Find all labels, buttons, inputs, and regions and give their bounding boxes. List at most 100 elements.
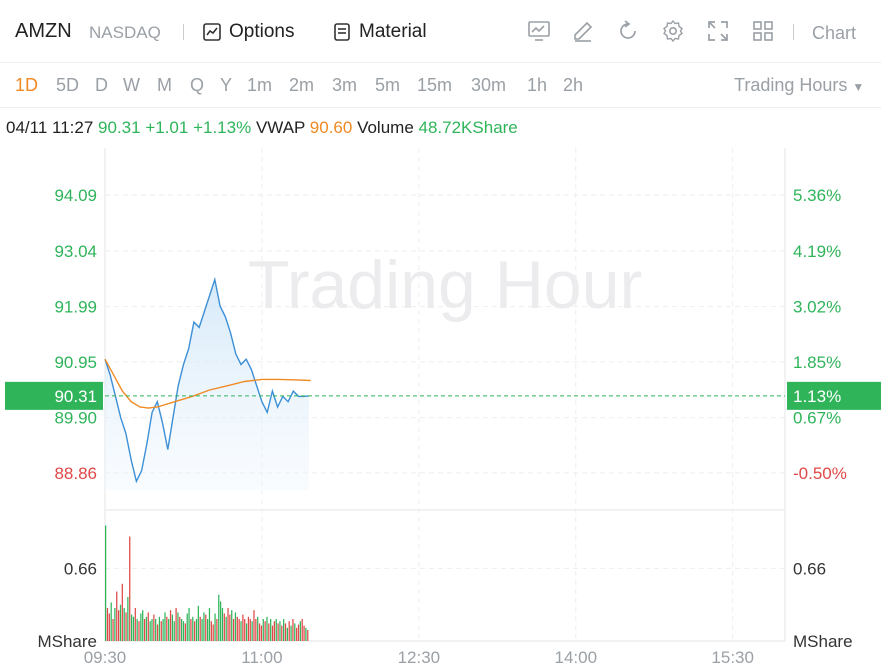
volume-bar (294, 623, 296, 641)
volume-bar (121, 583, 123, 641)
volume-bar (184, 623, 186, 641)
volume-bar (195, 619, 198, 641)
volume-bar (247, 616, 250, 641)
quote-change: +1.01 (145, 118, 189, 137)
volume-bar (271, 625, 274, 641)
volume-bar (181, 619, 183, 641)
refresh-icon[interactable] (616, 19, 640, 43)
volume-bar (292, 619, 294, 641)
volume-bar (281, 625, 283, 641)
pct-tick-label: 4.19% (793, 242, 841, 261)
period-tab-2h[interactable]: 2h (563, 75, 584, 95)
volume-bar (105, 525, 107, 641)
period-tab-y[interactable]: Y (220, 75, 233, 95)
vwap-value: 90.60 (309, 118, 353, 137)
volume-unit-label: MShare (37, 632, 97, 651)
volume-bar (297, 624, 300, 641)
material-button[interactable]: Material (332, 20, 427, 44)
volume-bar (188, 608, 190, 641)
volume-bar (186, 613, 188, 641)
volume-bar (214, 613, 216, 641)
volume-bar (129, 536, 131, 641)
volume-bar (153, 614, 155, 641)
volume-bar (175, 608, 177, 641)
volume-bar (225, 616, 227, 641)
volume-bar (151, 619, 153, 641)
period-tab-3m[interactable]: 3m (332, 75, 358, 95)
volume-bar (125, 612, 127, 641)
volume-tick-label: 0.66 (64, 559, 97, 578)
x-tick-label: 12:30 (398, 648, 441, 667)
volume-bar (305, 627, 307, 641)
x-tick-label: 11:00 (241, 648, 282, 667)
draw-pencil-icon[interactable] (571, 19, 595, 43)
volume-bar (307, 630, 309, 641)
grid-layout-icon[interactable] (751, 19, 775, 43)
price-tick-label: 93.04 (54, 242, 97, 261)
top-toolbar: AMZN NASDAQ Options Material Chart (0, 0, 881, 63)
period-tab-1d[interactable]: 1D (15, 75, 39, 95)
volume-bar (258, 623, 261, 641)
period-tab-m[interactable]: M (157, 75, 172, 95)
volume-bar (127, 597, 129, 641)
period-tab-30m[interactable]: 30m (471, 75, 507, 95)
volume-bar (156, 624, 159, 641)
volume-bar (244, 619, 246, 641)
volume-bar (284, 623, 287, 641)
trading-hours-select[interactable]: Trading Hours ▼ (734, 75, 864, 96)
volume-bar (301, 619, 303, 641)
volume-bar (299, 621, 301, 641)
volume-bar (270, 619, 272, 641)
period-tab-2m[interactable]: 2m (289, 75, 315, 95)
volume-bar (162, 619, 164, 641)
volume-bar (130, 614, 133, 641)
price-tick-label: 89.90 (54, 409, 97, 428)
intraday-chart[interactable]: 09:30 11:00 12:30 14:00 15:30 Trading Hour 94.… (0, 148, 881, 671)
current-price-label: 90.31 (54, 387, 97, 406)
volume-bar (116, 591, 118, 641)
volume-bar (158, 616, 161, 641)
price-tick-label: 88.86 (54, 464, 97, 483)
volume-bar (279, 621, 281, 641)
period-tab-1m[interactable]: 1m (247, 75, 273, 95)
volume-bar (136, 619, 138, 641)
period-tab-d[interactable]: D (95, 75, 108, 95)
period-tab-15m[interactable]: 15m (417, 75, 453, 95)
quote-change-pct: +1.13% (193, 118, 252, 137)
chart-type-select[interactable]: Chart (812, 23, 857, 43)
gear-icon[interactable] (661, 19, 685, 43)
period-tab-5m[interactable]: 5m (375, 75, 401, 95)
current-pct-label: 1.13% (793, 387, 841, 406)
period-tab-w[interactable]: W (123, 75, 140, 95)
trading-hours-label: Trading Hours (734, 75, 848, 95)
current-pct-tag (787, 381, 881, 410)
volume-bar (197, 605, 199, 641)
volume-bar (173, 621, 175, 641)
volume-value: 48.72KShare (418, 118, 518, 137)
volume-tick-label: 0.66 (793, 559, 826, 578)
volume-bar (240, 621, 242, 641)
volume-bar (255, 619, 257, 641)
volume-bar (286, 627, 288, 641)
volume-bar (138, 621, 140, 641)
volume-bar (149, 621, 151, 641)
fullscreen-icon[interactable] (706, 19, 730, 43)
period-tab-1h[interactable]: 1h (527, 75, 548, 95)
divider (183, 24, 184, 40)
volume-bar (277, 623, 279, 641)
volume-bar (168, 619, 170, 641)
quote-info-line: 04/11 11:27 90.31 +1.01 +1.13% VWAP 90.6… (6, 118, 518, 138)
price-tick-label: 94.09 (54, 186, 97, 205)
volume-bar (132, 616, 135, 641)
volume-bar (232, 619, 235, 641)
volume-bar (145, 616, 148, 641)
volume-bar (262, 619, 264, 641)
indicator-icon[interactable] (527, 19, 551, 43)
period-tab-5d[interactable]: 5D (56, 75, 80, 95)
volume-bar (190, 619, 192, 641)
divider (793, 24, 794, 40)
period-tab-q[interactable]: Q (190, 75, 205, 95)
price-tick-label: 91.99 (54, 298, 97, 317)
volume-bar (182, 621, 185, 641)
options-button[interactable]: Options (202, 20, 294, 44)
